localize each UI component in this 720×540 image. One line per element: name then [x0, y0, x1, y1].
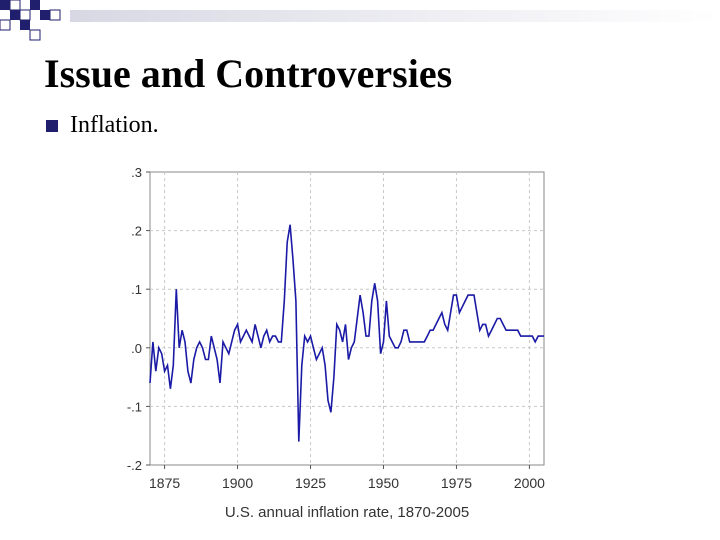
x-tick-label: 1925 [295, 475, 326, 491]
x-tick-label: 1950 [368, 475, 399, 491]
y-axis: -.2 -.1 .0 .1 .2 .3 [127, 165, 150, 473]
x-tick-label: 1900 [222, 475, 253, 491]
grid [150, 172, 544, 465]
y-tick-label: .1 [131, 282, 142, 297]
y-tick-label: -.1 [127, 399, 142, 414]
inflation-chart: -.2-.1.0.1.2.3 1875 1900 1925 1950 1975 2000 … [127, 165, 545, 521]
y-tick-label: .2 [131, 224, 142, 239]
bullet-text: Inflation. [70, 112, 159, 138]
x-axis-label: U.S. annual inflation rate, 1870-2005 [225, 504, 469, 521]
series-line-inflation [149, 224, 544, 442]
plot-area [149, 171, 545, 466]
x-axis: 1875 1900 1925 1950 1975 2000 [149, 465, 545, 491]
x-tick-label: 2000 [514, 475, 545, 491]
y-tick-label: .0 [131, 341, 142, 356]
y-tick-label: .3 [131, 165, 142, 180]
y-tick-label: -.2 [127, 458, 142, 473]
x-tick-label: 1875 [149, 475, 180, 491]
x-tick-label: 1975 [441, 475, 472, 491]
bullet-square-icon [46, 120, 58, 132]
slide-title: Issue and Controversies [44, 51, 453, 96]
header-decoration [0, 0, 720, 41]
